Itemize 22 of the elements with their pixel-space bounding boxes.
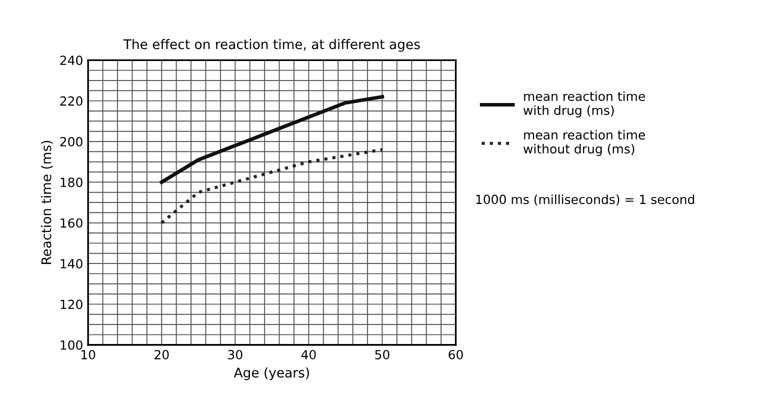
y-tick-label: 100 [60,340,82,350]
x-tick-label: 40 [301,350,316,360]
line-series [160,148,384,224]
y-tick-label: 180 [60,178,82,188]
x-tick-label: 50 [375,350,390,360]
x-tick-label: 10 [82,350,96,360]
x-tick-label: 60 [448,350,463,360]
y-tick-label: 240 [60,56,82,66]
x-tick-label: 30 [228,350,242,360]
text: 1000 ms (milliseconds) = 1 second [476,194,694,206]
y-tick-label: 160 [60,218,82,228]
y-axis-title: Reaction time (ms) [41,140,53,264]
y-tick-label: 140 [60,258,82,268]
y-tick-label: 220 [60,96,82,106]
chart-title: The effect on reaction time, at different ages [123,39,420,52]
legend-label: mean reaction time with drug (ms) [524,91,645,118]
y-tick-label: 200 [60,136,82,146]
y-tick-label: 120 [60,300,82,310]
legend-label: mean reaction time without drug (ms) [524,130,645,156]
x-tick-label: 20 [154,350,169,360]
x-axis-title: Age (years) [234,367,309,380]
line-series [160,94,384,184]
